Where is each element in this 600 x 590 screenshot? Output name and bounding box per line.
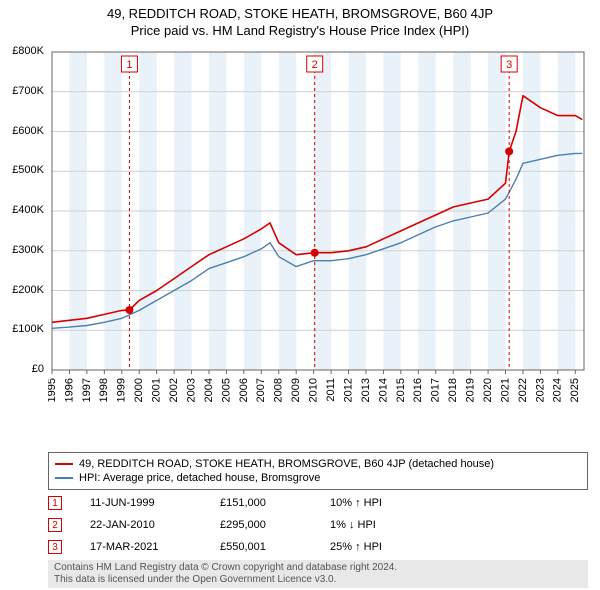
y-tick-label: £400K [0,204,44,216]
x-tick-label: 2011 [325,378,337,402]
x-tick-label: 2015 [395,378,407,402]
event-delta: 25% ↑ HPI [330,541,470,553]
x-tick-label: 1998 [98,378,110,402]
x-tick-label: 2009 [290,378,302,402]
legend-row: HPI: Average price, detached house, Brom… [55,471,581,485]
legend-swatch [55,463,73,465]
legend: 49, REDDITCH ROAD, STOKE HEATH, BROMSGRO… [48,452,588,490]
event-date: 11-JUN-1999 [90,497,220,509]
x-tick-label: 2001 [151,378,163,402]
legend-row: 49, REDDITCH ROAD, STOKE HEATH, BROMSGRO… [55,457,581,471]
x-tick-label: 2014 [377,378,389,402]
event-delta: 1% ↓ HPI [330,519,470,531]
event-date: 22-JAN-2010 [90,519,220,531]
event-row: 3 17-MAR-2021£550,00125% ↑ HPI [48,536,588,558]
x-tick-label: 2016 [412,378,424,402]
event-price: £550,001 [220,541,330,553]
event-list-marker: 3 [48,540,62,554]
x-tick-label: 2017 [430,378,442,402]
x-tick-label: 1996 [63,378,75,402]
event-price: £151,000 [220,497,330,509]
event-price: £295,000 [220,519,330,531]
y-tick-label: £700K [0,85,44,97]
x-tick-label: 2021 [499,378,511,402]
x-tick-label: 2006 [238,378,250,402]
x-tick-label: 2023 [534,378,546,402]
event-date: 17-MAR-2021 [90,541,220,553]
event-marker-1: 1 [126,59,132,71]
y-tick-label: £100K [0,323,44,335]
event-list: 1 11-JUN-1999£151,00010% ↑ HPI 2 22-JAN-201… [48,492,588,558]
event-row: 2 22-JAN-2010£295,0001% ↓ HPI [48,514,588,536]
event-marker-3: 3 [506,59,512,71]
x-tick-label: 2004 [203,378,215,402]
title-sub: Price paid vs. HM Land Registry's House … [0,23,600,38]
x-tick-label: 2019 [465,378,477,402]
legend-swatch [55,477,73,479]
x-tick-label: 2008 [273,378,285,402]
price-chart: 1995 1996 1997 1998 1999 2000 2001 2002 2003 2004… [48,48,588,418]
footer-line2: This data is licensed under the Open Gov… [54,574,582,586]
event-list-marker: 1 [48,496,62,510]
x-tick-label: 1997 [81,378,93,402]
x-tick-label: 2002 [168,378,180,402]
x-tick-label: 2020 [482,378,494,402]
x-tick-label: 2010 [308,378,320,402]
legend-label: HPI: Average price, detached house, Brom… [79,471,320,485]
x-tick-label: 2012 [342,378,354,402]
y-tick-label: £0 [0,363,44,375]
legend-label: 49, REDDITCH ROAD, STOKE HEATH, BROMSGRO… [79,457,494,471]
y-tick-label: £500K [0,164,44,176]
x-tick-label: 2005 [220,378,232,402]
y-tick-label: £600K [0,125,44,137]
event-list-marker: 2 [48,518,62,532]
event-marker-2: 2 [312,59,318,71]
x-tick-label: 2022 [517,378,529,402]
x-tick-label: 2003 [185,378,197,402]
y-tick-label: £200K [0,284,44,296]
x-tick-label: 2025 [569,378,581,402]
x-tick-label: 2024 [552,378,564,402]
y-tick-label: £800K [0,45,44,57]
event-delta: 10% ↑ HPI [330,497,470,509]
x-tick-label: 1999 [116,378,128,402]
title-main: 49, REDDITCH ROAD, STOKE HEATH, BROMSGRO… [0,6,600,21]
chart-container: 49, REDDITCH ROAD, STOKE HEATH, BROMSGRO… [0,0,600,590]
x-tick-label: 2013 [360,378,372,402]
x-tick-label: 2018 [447,378,459,402]
event-row: 1 11-JUN-1999£151,00010% ↑ HPI [48,492,588,514]
y-tick-label: £300K [0,244,44,256]
x-tick-label: 2007 [255,378,267,402]
footer: Contains HM Land Registry data © Crown c… [48,560,588,588]
footer-line1: Contains HM Land Registry data © Crown c… [54,562,582,574]
x-tick-label: 1995 [48,378,58,402]
x-tick-label: 2000 [133,378,145,402]
title-block: 49, REDDITCH ROAD, STOKE HEATH, BROMSGRO… [0,0,600,38]
